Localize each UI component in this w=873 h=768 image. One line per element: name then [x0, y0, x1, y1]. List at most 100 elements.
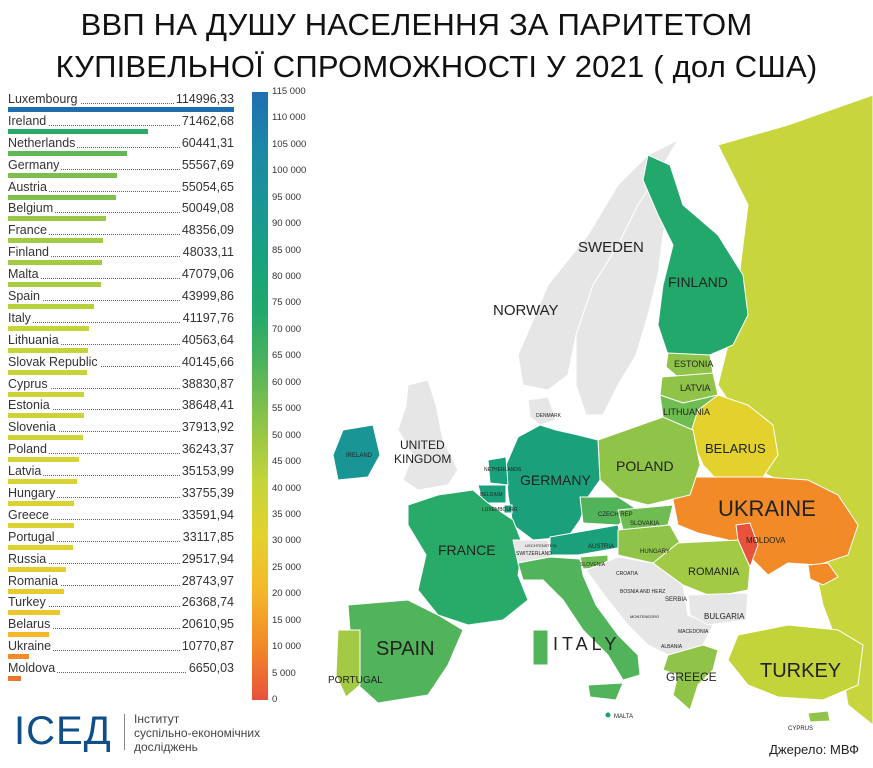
ranking-row: Ukraine 10770,87: [8, 639, 238, 661]
ranking-label: Portugal 33117,85: [8, 530, 234, 545]
ranking-label: Italy 41197,76: [8, 311, 234, 326]
gdp-value: 40145,66: [180, 355, 234, 370]
ranking-row: Slovenia 37913,92: [8, 420, 238, 442]
source-note: Джерело: МВФ: [769, 742, 859, 757]
ranking-label: Lithuania 40563,64: [8, 333, 234, 348]
gdp-bar: [8, 238, 103, 243]
ranking-label: Hungary 33755,39: [8, 486, 234, 501]
gdp-value: 28743,97: [180, 574, 234, 589]
country-malta: [605, 712, 611, 718]
label-uk-1: UNITED: [400, 438, 445, 452]
ranking-row: Belgium 50049,08: [8, 201, 238, 223]
country-italy-sardinia: [533, 630, 548, 665]
ranking-label: Ukraine 10770,87: [8, 639, 234, 654]
europe-map: SWEDEN NORWAY FINLAND ESTONIA LATVIA LIT…: [318, 85, 873, 735]
ranking-row: Hungary 33755,39: [8, 486, 238, 508]
ranking-label: Slovenia 37913,92: [8, 420, 234, 435]
ranking-row: Austria 55054,65: [8, 180, 238, 202]
logo-mark: ICEД: [14, 708, 112, 754]
ranking-row: Germany 55567,69: [8, 158, 238, 180]
gdp-bar: [8, 392, 84, 397]
gdp-value: 50049,08: [180, 201, 234, 216]
gdp-value: 10770,87: [180, 639, 234, 654]
country-name: Spain: [8, 289, 42, 304]
label-norway: NORWAY: [493, 302, 559, 319]
country-name: Portugal: [8, 530, 57, 545]
title-line-1: ВВП НА ДУШУ НАСЕЛЕННЯ ЗА ПАРИТЕТОМ: [0, 4, 873, 46]
label-france: FRANCE: [438, 542, 496, 558]
country-name: Belarus: [8, 617, 52, 632]
label-latvia: LATVIA: [680, 383, 710, 393]
ranking-label: Belgium 50049,08: [8, 201, 234, 216]
ranking-label: France 48356,09: [8, 223, 234, 238]
ranking-label: Netherlands 60441,31: [8, 136, 234, 151]
gdp-value: 33117,85: [181, 530, 234, 545]
label-lithuania: LITHUANIA: [663, 407, 710, 417]
ranking-row: Romania 28743,97: [8, 574, 238, 596]
label-cyprus: CYPRUS: [788, 726, 813, 732]
ranking-label: Latvia 35153,99: [8, 464, 234, 479]
ranking-row: Estonia 38648,41: [8, 398, 238, 420]
ranking-label: Poland 36243,37: [8, 442, 234, 457]
label-malta: MALTA: [614, 714, 633, 720]
legend-tick-label: 5 000: [272, 669, 296, 679]
country-name: France: [8, 223, 49, 238]
legend-tick-label: 20 000: [272, 589, 301, 599]
logo-tagline-3: досліджень: [134, 740, 260, 754]
ranking-row: Lithuania 40563,64: [8, 333, 238, 355]
gdp-value: 35153,99: [180, 464, 234, 479]
ranking-row: Russia 29517,94: [8, 552, 238, 574]
label-czech: CZECH REP: [598, 512, 633, 518]
ranking-row: Ireland 71462,68: [8, 114, 238, 136]
ranking-row: Finland 48033,11: [8, 245, 238, 267]
gdp-value: 114996,33: [174, 92, 234, 107]
legend-tick-label: 30 000: [272, 536, 301, 546]
ranking-row: Latvia 35153,99: [8, 464, 238, 486]
ranking-label: Malta 47079,06: [8, 267, 234, 282]
ranking-label: Estonia 38648,41: [8, 398, 234, 413]
legend-tick-label: 85 000: [272, 246, 301, 256]
ranking-row: Greece 33591,94: [8, 508, 238, 530]
gdp-value: 20610,95: [180, 617, 234, 632]
country-name: Belgium: [8, 201, 55, 216]
gdp-value: 38830,87: [180, 377, 234, 392]
page-title: ВВП НА ДУШУ НАСЕЛЕННЯ ЗА ПАРИТЕТОМ КУПІВ…: [0, 4, 873, 88]
country-name: Austria: [8, 180, 49, 195]
label-ireland: IRELAND: [346, 453, 373, 459]
ranking-row: Poland 36243,37: [8, 442, 238, 464]
ranking-row: France 48356,09: [8, 223, 238, 245]
legend-tick-label: 95 000: [272, 193, 301, 203]
legend-tick-label: 70 000: [272, 325, 301, 335]
label-greece: GREECE: [666, 670, 717, 684]
label-netherlands: NETHERLANDS: [484, 467, 522, 473]
ranking-row: Netherlands 60441,31: [8, 136, 238, 158]
ranking-label: Spain 43999,86: [8, 289, 234, 304]
gdp-bar: [8, 282, 101, 287]
color-scale-gradient: [252, 92, 268, 700]
label-hungary: HUNGARY: [640, 549, 670, 555]
legend-tick-label: 10 000: [272, 642, 301, 652]
gdp-value: 33591,94: [180, 508, 234, 523]
country-name: Ireland: [8, 114, 48, 129]
country-name: Luxembourg: [8, 92, 80, 107]
label-sweden: SWEDEN: [578, 239, 644, 256]
gdp-bar: [8, 610, 60, 615]
country-name: Greece: [8, 508, 51, 523]
label-switzerland: SWITZERLAND: [516, 551, 552, 557]
legend-tick-label: 80 000: [272, 272, 301, 282]
ranking-label: Slovak Republic 40145,66: [8, 355, 234, 370]
country-name: Malta: [8, 267, 41, 282]
country-name: Slovak Republic: [8, 355, 100, 370]
logo-divider: [124, 714, 125, 750]
country-name: Netherlands: [8, 136, 77, 151]
ranking-row: Slovak Republic 40145,66: [8, 355, 238, 377]
legend-tick-label: 115 000: [272, 87, 306, 97]
label-ukraine: UKRAINE: [718, 496, 816, 521]
country-name: Estonia: [8, 398, 52, 413]
ranking-row: Portugal 33117,85: [8, 530, 238, 552]
ranking-row: Malta 47079,06: [8, 267, 238, 289]
legend-tick-label: 25 000: [272, 563, 301, 573]
country-united-kingdom: [398, 380, 458, 490]
gdp-bar: [8, 216, 106, 221]
country-name: Hungary: [8, 486, 57, 501]
